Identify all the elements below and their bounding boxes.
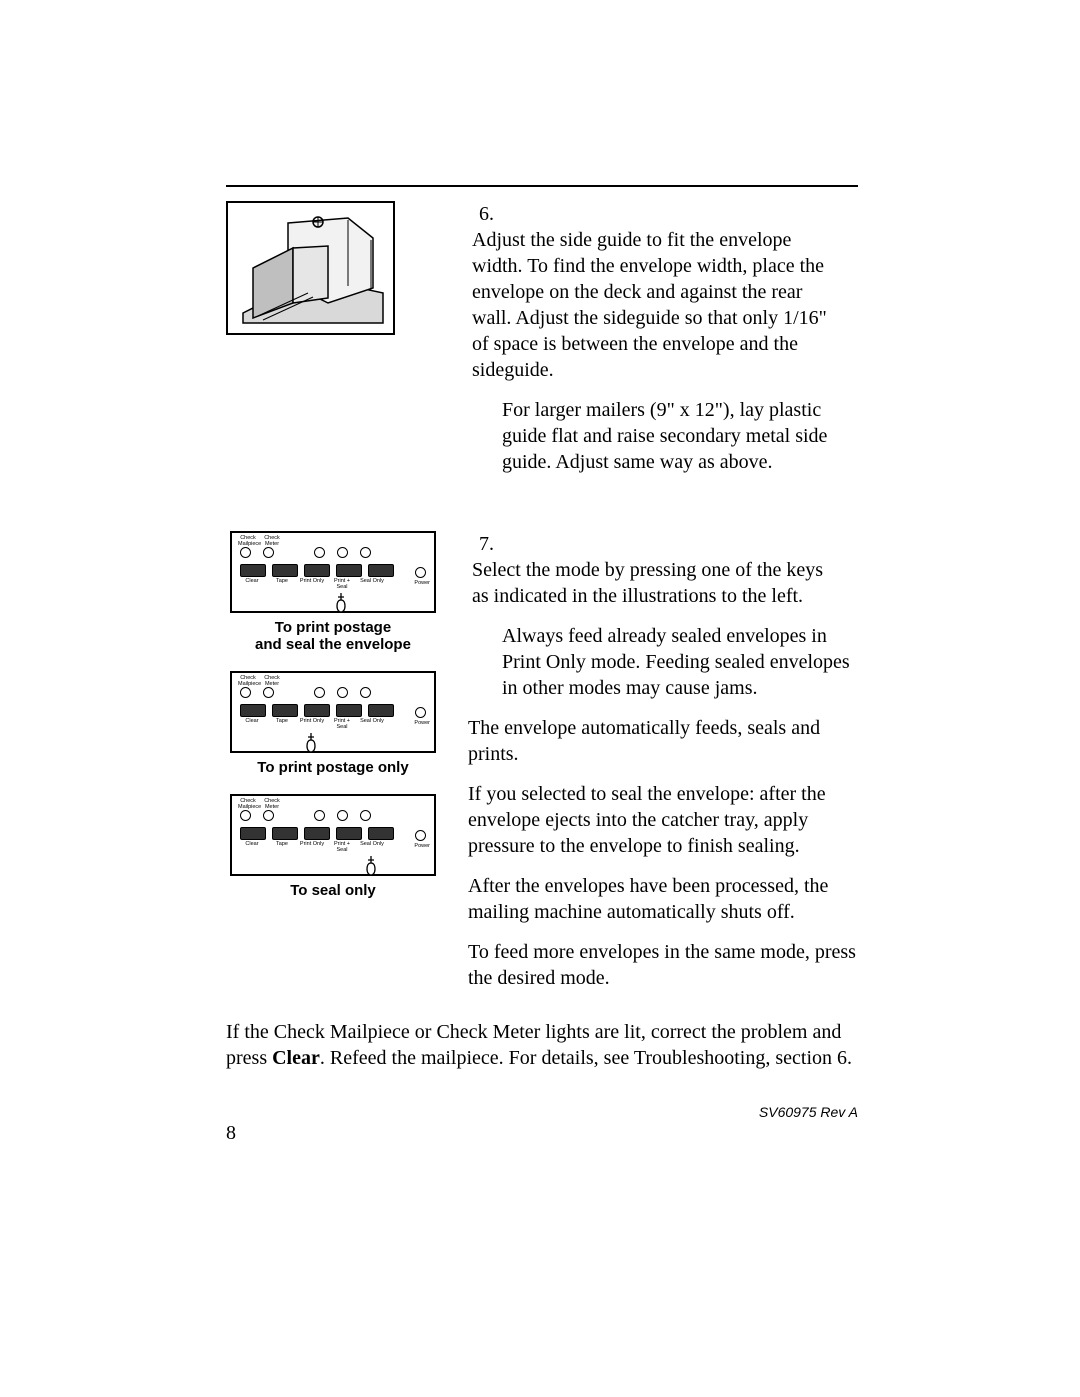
finger-pointer-3 xyxy=(364,854,378,876)
step-6-row: 6. Adjust the side guide to fit the enve… xyxy=(226,201,858,489)
button-labels: Clear Tape Print Only Print + Seal Seal … xyxy=(239,579,385,590)
step-7-p1: 7. Select the mode by pressing one of th… xyxy=(468,531,858,609)
caption-1-line2: and seal the envelope xyxy=(255,636,411,653)
print-only-button[interactable] xyxy=(304,827,330,840)
bottom-paragraph: If the Check Mailpiece or Check Meter li… xyxy=(226,1019,858,1071)
page-content: 6. Adjust the side guide to fit the enve… xyxy=(226,185,858,1071)
body-p4: To feed more envelopes in the same mode,… xyxy=(468,939,858,991)
top-rule xyxy=(226,185,858,187)
finger-pointer-1 xyxy=(334,591,348,613)
tape-button[interactable] xyxy=(272,704,298,717)
step-7-figures: Check Mailpiece Check Meter Clear xyxy=(226,531,440,917)
step-6-figure xyxy=(226,201,440,335)
clear-button[interactable] xyxy=(240,704,266,717)
caption-1: To print postage and seal the envelope xyxy=(226,619,440,653)
control-panel-1: Check Mailpiece Check Meter Clear xyxy=(230,531,436,613)
clear-button[interactable] xyxy=(240,827,266,840)
print-only-button[interactable] xyxy=(304,564,330,577)
power-light xyxy=(415,567,426,578)
caption-1-line1: To print postage xyxy=(275,619,391,636)
step-6-p1: 6. Adjust the side guide to fit the enve… xyxy=(468,201,858,383)
panel-top-labels: Check Mailpiece Check Meter xyxy=(238,536,282,547)
step-6-text: 6. Adjust the side guide to fit the enve… xyxy=(440,201,858,489)
clear-button[interactable] xyxy=(240,564,266,577)
tape-button[interactable] xyxy=(272,827,298,840)
body-p3: After the envelopes have been processed,… xyxy=(468,873,858,925)
seal-only-button[interactable] xyxy=(368,704,394,717)
panel-1-wrap: Check Mailpiece Check Meter Clear xyxy=(226,531,440,653)
seal-only-button[interactable] xyxy=(368,564,394,577)
seal-only-label: Seal Only xyxy=(359,579,385,590)
seal-only-button[interactable] xyxy=(368,827,394,840)
caption-3: To seal only xyxy=(226,882,440,899)
print-seal-button[interactable] xyxy=(336,704,362,717)
status-lights-left xyxy=(240,547,274,558)
clear-label: Clear xyxy=(239,579,265,590)
tape-button[interactable] xyxy=(272,564,298,577)
step-7-text: 7. Select the mode by pressing one of th… xyxy=(440,531,858,1005)
control-panel-2: Check MailpieceCheck Meter ClearTapePrin… xyxy=(230,671,436,753)
control-panel-3: Check MailpieceCheck Meter ClearTapePrin… xyxy=(230,794,436,876)
finger-pointer-2 xyxy=(304,731,318,753)
print-seal-button[interactable] xyxy=(336,564,362,577)
step-7-p2: Always feed already sealed envelopes in … xyxy=(502,623,858,701)
revision-label: SV60975 Rev A xyxy=(759,1104,858,1120)
print-only-label: Print Only xyxy=(299,579,325,590)
tape-label: Tape xyxy=(269,579,295,590)
power-label: Power xyxy=(414,580,430,586)
caption-2: To print postage only xyxy=(226,759,440,776)
panel-2-wrap: Check MailpieceCheck Meter ClearTapePrin… xyxy=(226,671,440,776)
body-p1: The envelope automatically feeds, seals … xyxy=(468,715,858,767)
body-p2: If you selected to seal the envelope: af… xyxy=(468,781,858,859)
mailing-machine-icon xyxy=(233,208,388,328)
bottom-t2: . Refeed the mailpiece. For details, see… xyxy=(320,1047,852,1069)
panel-buttons xyxy=(240,564,394,577)
check-mailpiece-label: Check Mailpiece xyxy=(238,536,258,547)
bottom-bold: Clear xyxy=(272,1047,320,1069)
status-lights-right xyxy=(314,547,371,558)
panel-3-wrap: Check MailpieceCheck Meter ClearTapePrin… xyxy=(226,794,440,899)
step-6-number: 6. xyxy=(468,201,494,227)
print-only-button[interactable] xyxy=(304,704,330,717)
step-7-number: 7. xyxy=(468,531,494,557)
page-number: 8 xyxy=(226,1122,236,1145)
device-illustration xyxy=(226,201,395,335)
check-meter-label: Check Meter xyxy=(262,536,282,547)
print-seal-label: Print + Seal xyxy=(329,579,355,590)
step-7-p1-text: Select the mode by pressing one of the k… xyxy=(472,557,828,609)
step-7-row: Check Mailpiece Check Meter Clear xyxy=(226,531,858,1005)
step-6-p2: For larger mailers (9" x 12"), lay plast… xyxy=(502,397,858,475)
print-seal-button[interactable] xyxy=(336,827,362,840)
step-6-p1-text: Adjust the side guide to fit the envelop… xyxy=(472,227,828,383)
